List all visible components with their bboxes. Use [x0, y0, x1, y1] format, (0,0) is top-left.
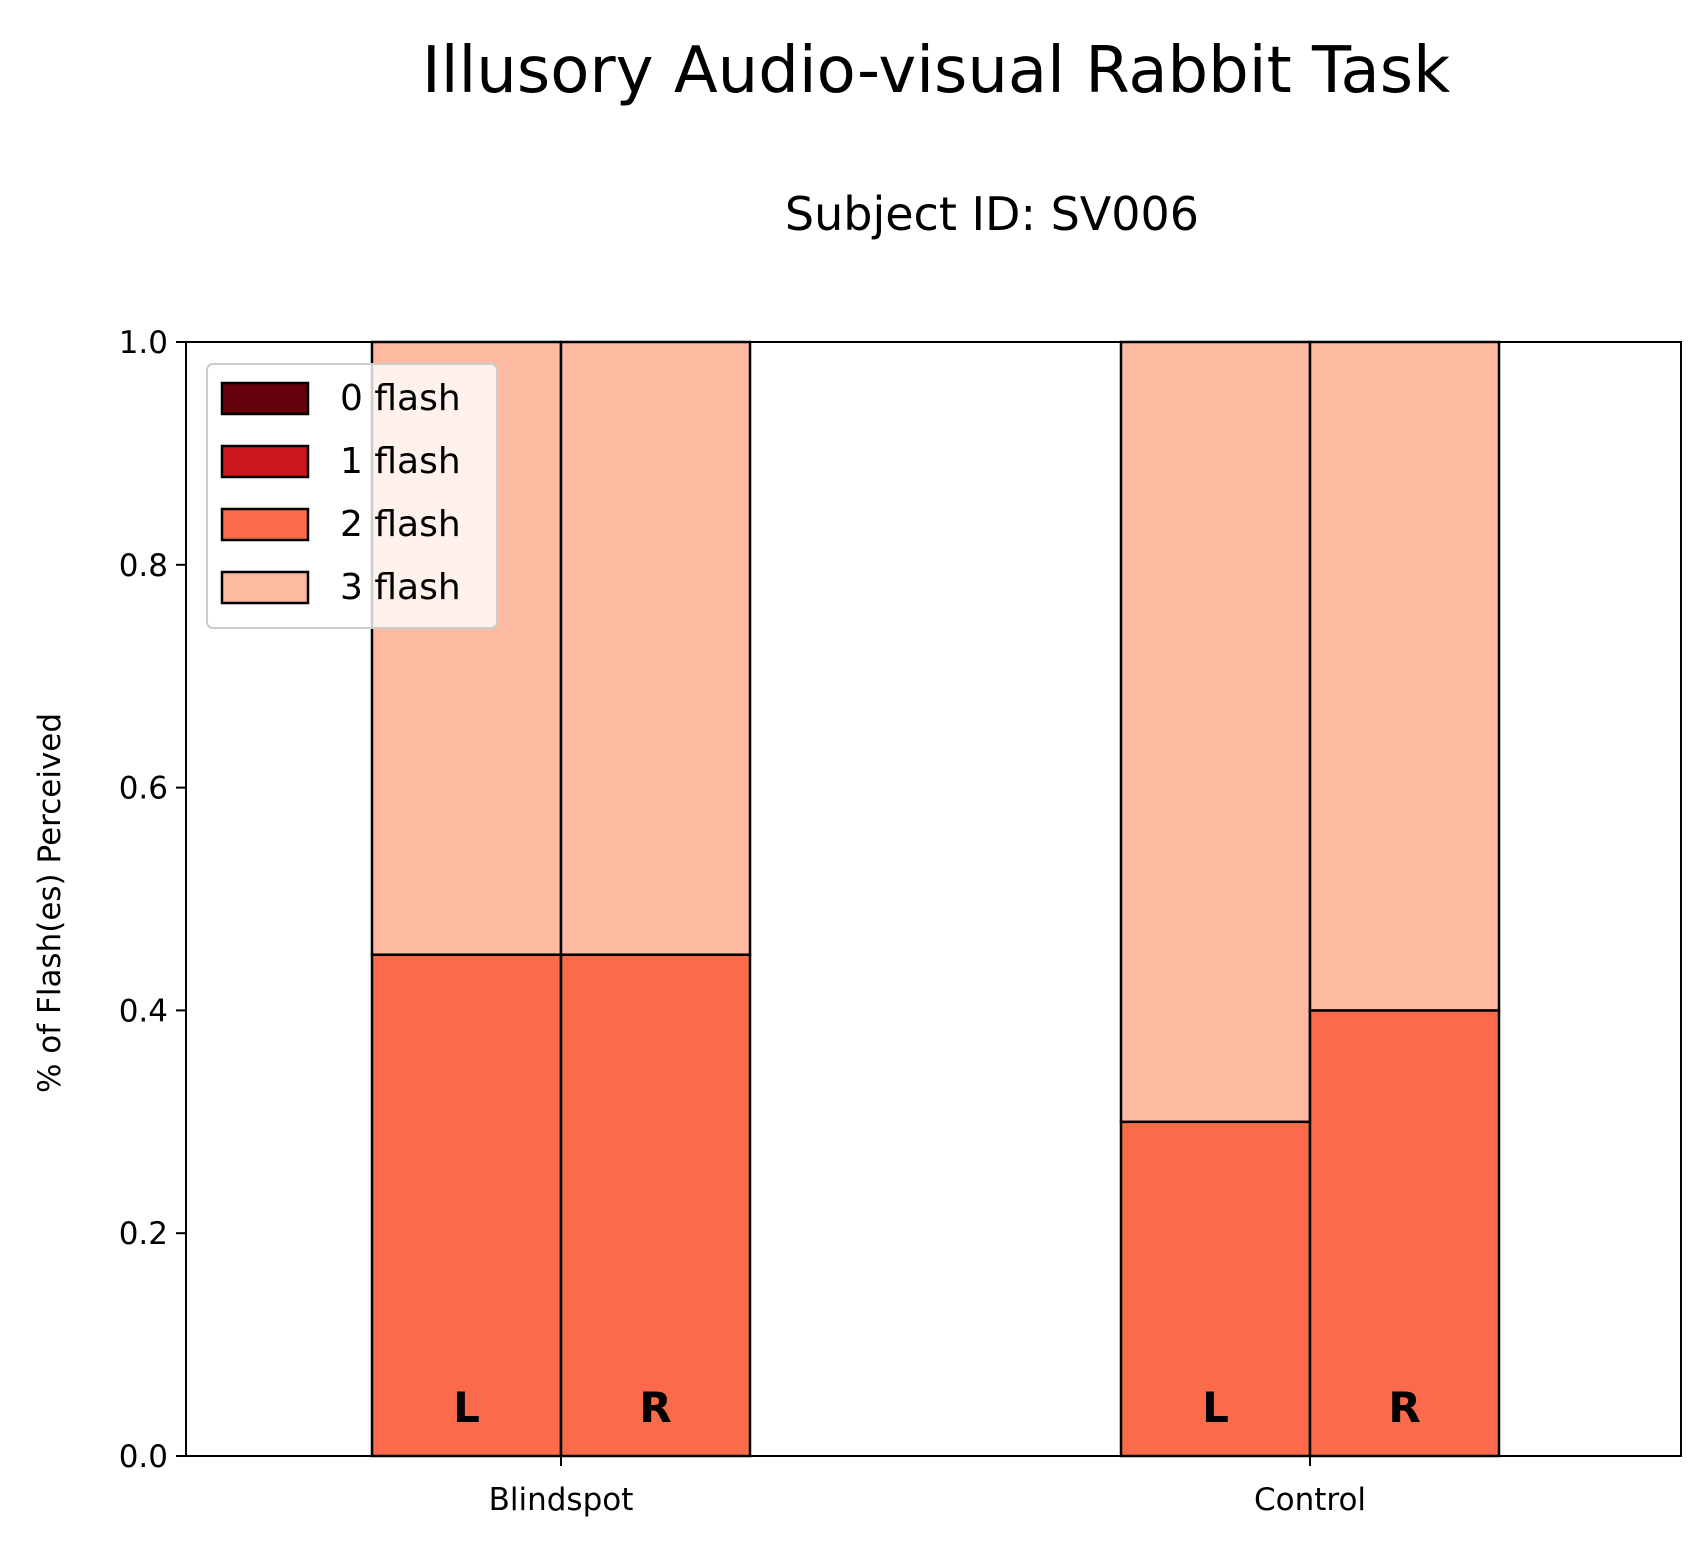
axes-layer: 0.0 0.2 0.4 0.6 0.8 1.0 Blindspot Control — [119, 325, 1682, 1518]
bar-segment-blindspot-l-2-flash — [370, 953, 563, 1458]
bar-side-label: L — [453, 1383, 480, 1432]
legend: 0 flash 1 flash 2 flash 3 flash — [206, 363, 498, 629]
bar-segment-control-l-3-flash — [1119, 340, 1312, 1124]
y-tick-label: 0.4 — [119, 993, 168, 1029]
plot-frame — [185, 341, 1682, 1457]
chart-subtitle: Subject ID: SV006 — [785, 187, 1199, 241]
y-axis-label: % of Flash(es) Perceived — [32, 713, 68, 1093]
y-tick-label: 0.6 — [119, 771, 168, 807]
bar-side-label: L — [1202, 1383, 1229, 1432]
legend-label: 2 flash — [340, 504, 461, 545]
bar-side-label: R — [639, 1383, 671, 1432]
bar-side-label: R — [1388, 1383, 1420, 1432]
chart-title: Illusory Audio-visual Rabbit Task — [422, 34, 1450, 108]
bar-segment-control-r-3-flash — [1308, 340, 1501, 1012]
y-tick-label: 0.0 — [119, 1439, 168, 1475]
bar-segment-blindspot-r-3-flash — [559, 340, 752, 956]
y-tick-label: 1.0 — [119, 325, 168, 361]
legend-label: 1 flash — [340, 441, 461, 482]
bar-segment-blindspot-r-2-flash — [559, 953, 752, 1458]
x-tick-label: Blindspot — [489, 1482, 634, 1518]
legend-swatch — [220, 444, 310, 479]
legend-label: 0 flash — [340, 378, 461, 419]
legend-box — [206, 363, 498, 629]
legend-swatch — [220, 570, 310, 605]
x-tick-label: Control — [1254, 1482, 1366, 1518]
legend-swatch — [220, 507, 310, 542]
y-tick-label: 0.2 — [119, 1216, 168, 1252]
bar-segment-control-l-2-flash — [1119, 1120, 1312, 1458]
legend-swatch — [220, 381, 310, 416]
y-tick-label: 0.8 — [119, 548, 168, 584]
legend-label: 3 flash — [340, 567, 461, 608]
